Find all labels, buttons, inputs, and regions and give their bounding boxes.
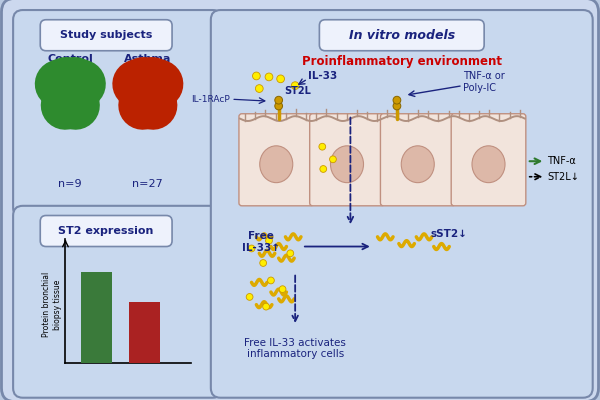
Text: IL-33: IL-33: [308, 71, 337, 81]
Text: Free
IL-33↑: Free IL-33↑: [242, 231, 280, 253]
Circle shape: [275, 102, 283, 110]
FancyBboxPatch shape: [451, 114, 526, 206]
FancyBboxPatch shape: [143, 79, 153, 94]
Circle shape: [265, 73, 273, 81]
Circle shape: [256, 85, 263, 92]
Ellipse shape: [331, 146, 364, 183]
Text: TNF-α: TNF-α: [547, 156, 576, 166]
Ellipse shape: [472, 146, 505, 183]
Text: Study subjects: Study subjects: [60, 30, 152, 40]
Text: Proinflammatory environment: Proinflammatory environment: [302, 55, 502, 68]
Circle shape: [393, 102, 401, 110]
FancyBboxPatch shape: [310, 114, 385, 206]
Text: n=27: n=27: [133, 178, 163, 188]
Circle shape: [263, 303, 269, 310]
Ellipse shape: [401, 146, 434, 183]
Circle shape: [246, 294, 253, 300]
Circle shape: [266, 237, 272, 244]
Text: IL-1RAcP: IL-1RAcP: [191, 95, 230, 104]
Text: ST2L↓: ST2L↓: [547, 172, 579, 182]
Circle shape: [287, 250, 294, 257]
Text: In vitro models: In vitro models: [349, 29, 455, 42]
Circle shape: [248, 245, 255, 252]
Circle shape: [279, 286, 286, 292]
Circle shape: [329, 156, 337, 163]
FancyBboxPatch shape: [13, 206, 223, 398]
Text: ST2 expression: ST2 expression: [58, 226, 154, 236]
Ellipse shape: [260, 146, 293, 183]
Text: sST2↓: sST2↓: [431, 229, 468, 239]
FancyBboxPatch shape: [380, 114, 455, 206]
Bar: [130, 302, 160, 363]
Text: Asthma: Asthma: [124, 54, 172, 64]
Circle shape: [64, 66, 76, 78]
Text: Protein bronchial
biopsy tissue: Protein bronchial biopsy tissue: [42, 272, 62, 337]
Circle shape: [319, 143, 326, 150]
Text: n=9: n=9: [58, 178, 82, 188]
FancyBboxPatch shape: [40, 20, 172, 51]
Circle shape: [320, 166, 326, 172]
FancyBboxPatch shape: [319, 20, 484, 51]
Text: Free IL-33 activates
inflammatory cells: Free IL-33 activates inflammatory cells: [244, 338, 346, 359]
Circle shape: [268, 277, 274, 284]
Circle shape: [277, 75, 284, 83]
Circle shape: [253, 72, 260, 80]
FancyBboxPatch shape: [211, 10, 593, 398]
Text: ST2L: ST2L: [284, 86, 311, 96]
FancyBboxPatch shape: [65, 79, 76, 94]
Bar: [81, 272, 112, 363]
FancyBboxPatch shape: [40, 216, 172, 246]
Circle shape: [260, 260, 266, 266]
Text: Control: Control: [47, 54, 93, 64]
Circle shape: [393, 96, 401, 104]
Circle shape: [291, 82, 299, 90]
Circle shape: [275, 96, 283, 104]
Text: TNF-α or
Poly-IC: TNF-α or Poly-IC: [463, 71, 505, 92]
FancyBboxPatch shape: [239, 114, 314, 206]
Circle shape: [142, 66, 154, 78]
FancyBboxPatch shape: [13, 10, 223, 218]
